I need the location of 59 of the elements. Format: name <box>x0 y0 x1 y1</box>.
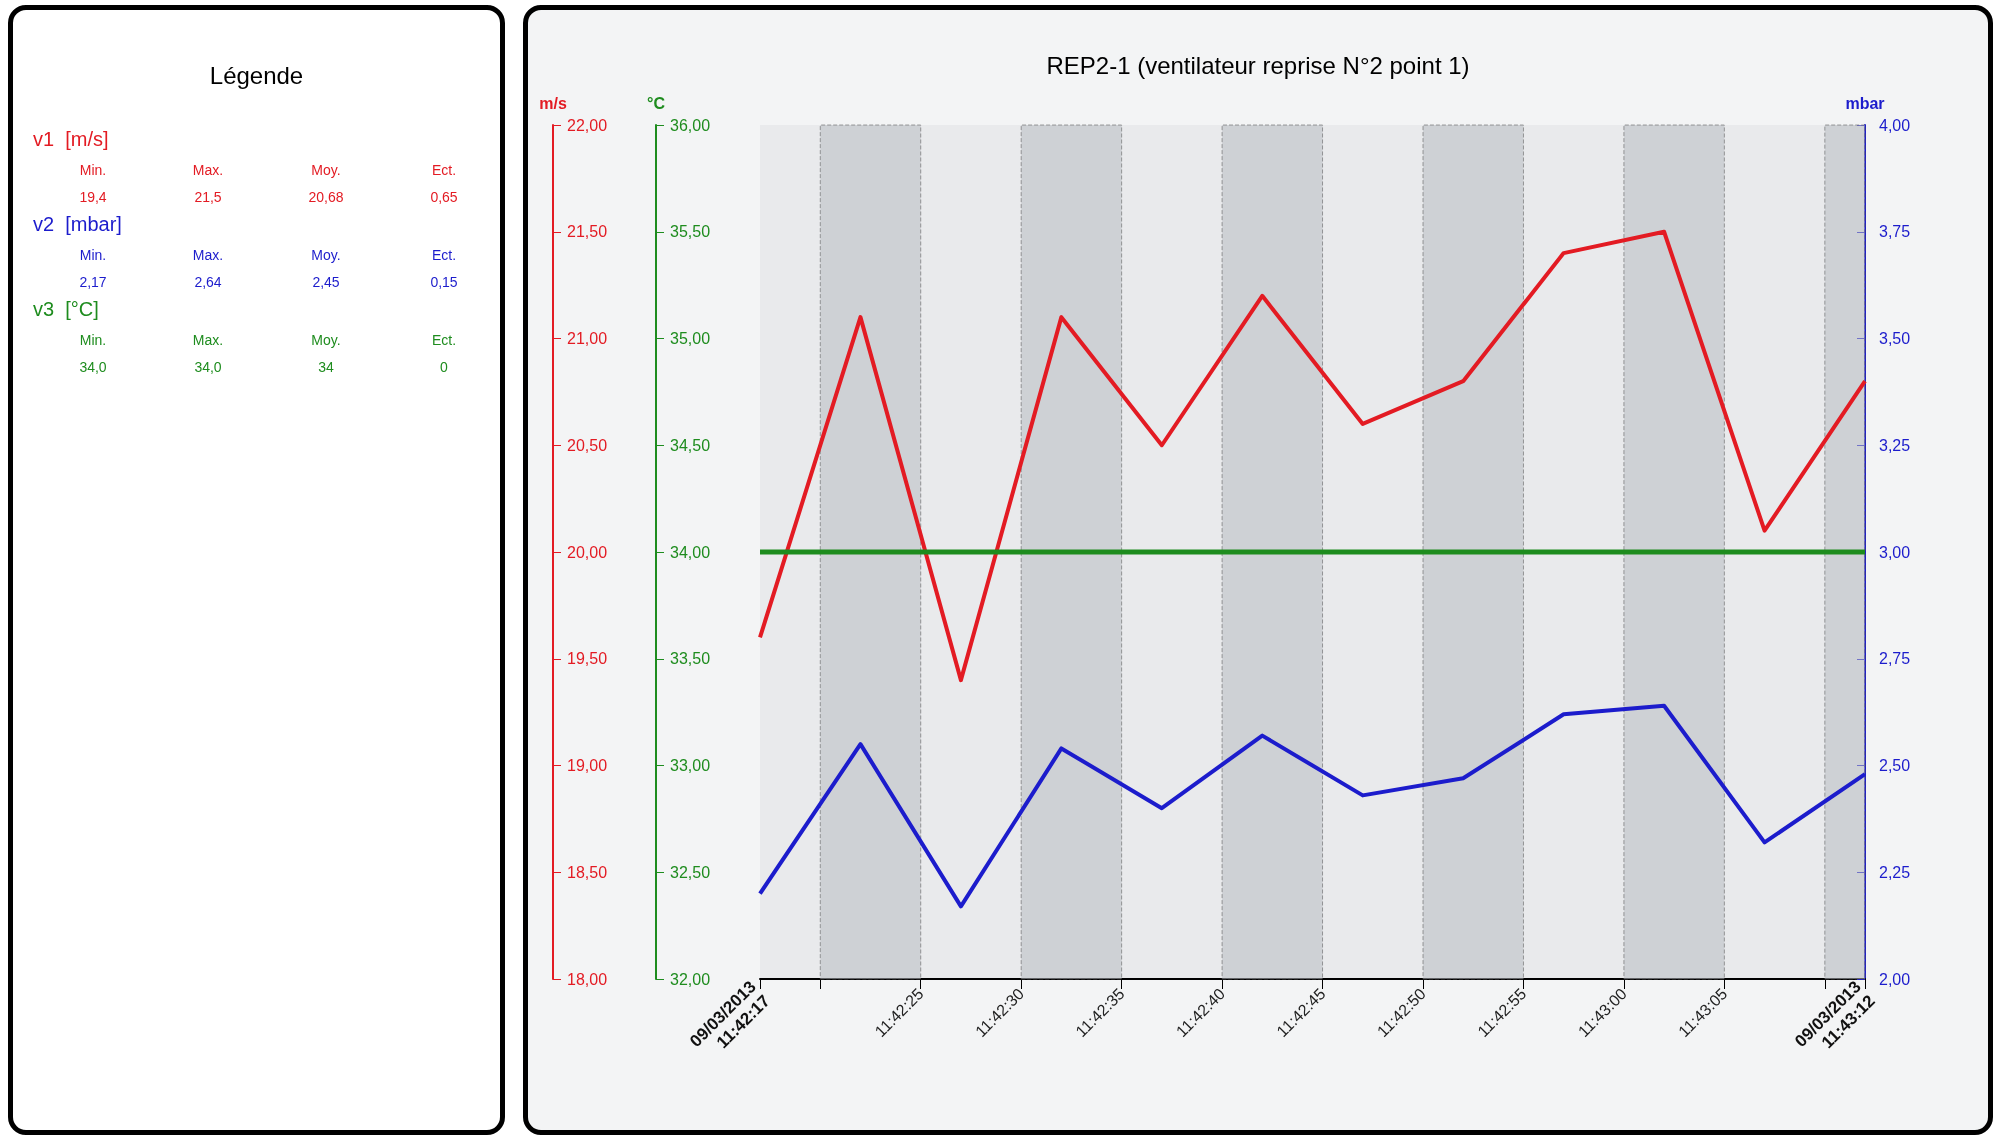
y3-tick-label: 3,75 <box>1879 223 1911 241</box>
y3-tick-label: 3,50 <box>1879 330 1911 347</box>
y2-tick-label: 33,00 <box>670 757 711 774</box>
y3-tick-label: 4,00 <box>1879 116 1911 134</box>
text: 34,0 <box>193 359 223 375</box>
y-tick-label: 22,00 <box>567 116 608 134</box>
y2-axis-title: °C <box>647 94 666 112</box>
text: 21,5 <box>193 189 223 205</box>
text: Ect. <box>430 247 458 263</box>
y2-tick-label: 32,50 <box>670 863 711 881</box>
text: 34,0 <box>78 359 108 375</box>
text: Min. <box>78 247 108 263</box>
y-tick-label: 20,00 <box>567 543 608 561</box>
text: 2,64 <box>193 274 223 290</box>
y-tick-label: 18,50 <box>567 863 608 881</box>
text: Moy. <box>310 332 342 348</box>
text: Max. <box>191 332 225 348</box>
text: Moy. <box>310 247 342 263</box>
text: Min. <box>78 162 108 178</box>
y3-axis-title: mbar <box>1845 94 1885 112</box>
y2-tick-label: 35,00 <box>670 330 711 347</box>
y3-tick-label: 3,25 <box>1879 436 1911 454</box>
y-tick-label: 18,00 <box>567 970 608 988</box>
y2-tick-label: 34,50 <box>670 436 711 454</box>
text: Max. <box>191 247 225 263</box>
text: Ect. <box>430 162 458 178</box>
y2-tick-label: 35,50 <box>670 223 711 241</box>
y2-tick-label: 33,50 <box>670 650 711 668</box>
y-tick-label: 21,50 <box>567 223 608 241</box>
text: 34 <box>317 359 335 375</box>
y2-tick-label: 36,00 <box>670 116 711 134</box>
text: v3 [°C] <box>33 298 99 321</box>
y-tick-label: 19,00 <box>567 757 608 774</box>
y3-tick-label: 2,25 <box>1879 863 1911 881</box>
y-tick-label: 20,50 <box>567 436 608 454</box>
y3-tick-label: 2,00 <box>1879 970 1911 988</box>
text: v1 [m/s] <box>33 128 109 151</box>
text: Légende <box>208 62 305 90</box>
text: 20,68 <box>307 189 345 205</box>
text: v2 [mbar] <box>33 213 122 236</box>
text: 2,17 <box>78 274 108 290</box>
y3-tick-label: 2,75 <box>1879 650 1911 668</box>
y-tick-label: 21,00 <box>567 330 608 347</box>
y3-tick-label: 2,50 <box>1879 757 1911 774</box>
text: 0,15 <box>429 274 459 290</box>
y-tick-label: 19,50 <box>567 650 608 668</box>
y2-tick-label: 34,00 <box>670 543 711 561</box>
text: 19,4 <box>78 189 108 205</box>
text: Min. <box>78 332 108 348</box>
text: 2,45 <box>311 274 341 290</box>
chart-title: REP2-1 (ventilateur reprise N°2 point 1) <box>1046 51 1470 79</box>
text: Ect. <box>430 332 458 348</box>
y-axis-title: m/s <box>539 94 567 112</box>
text: Moy. <box>310 162 342 178</box>
text: 0,65 <box>429 189 459 205</box>
y3-tick-label: 3,00 <box>1879 543 1911 561</box>
line-series <box>758 229 1867 683</box>
text: Max. <box>191 162 225 178</box>
text: 0 <box>439 359 449 375</box>
